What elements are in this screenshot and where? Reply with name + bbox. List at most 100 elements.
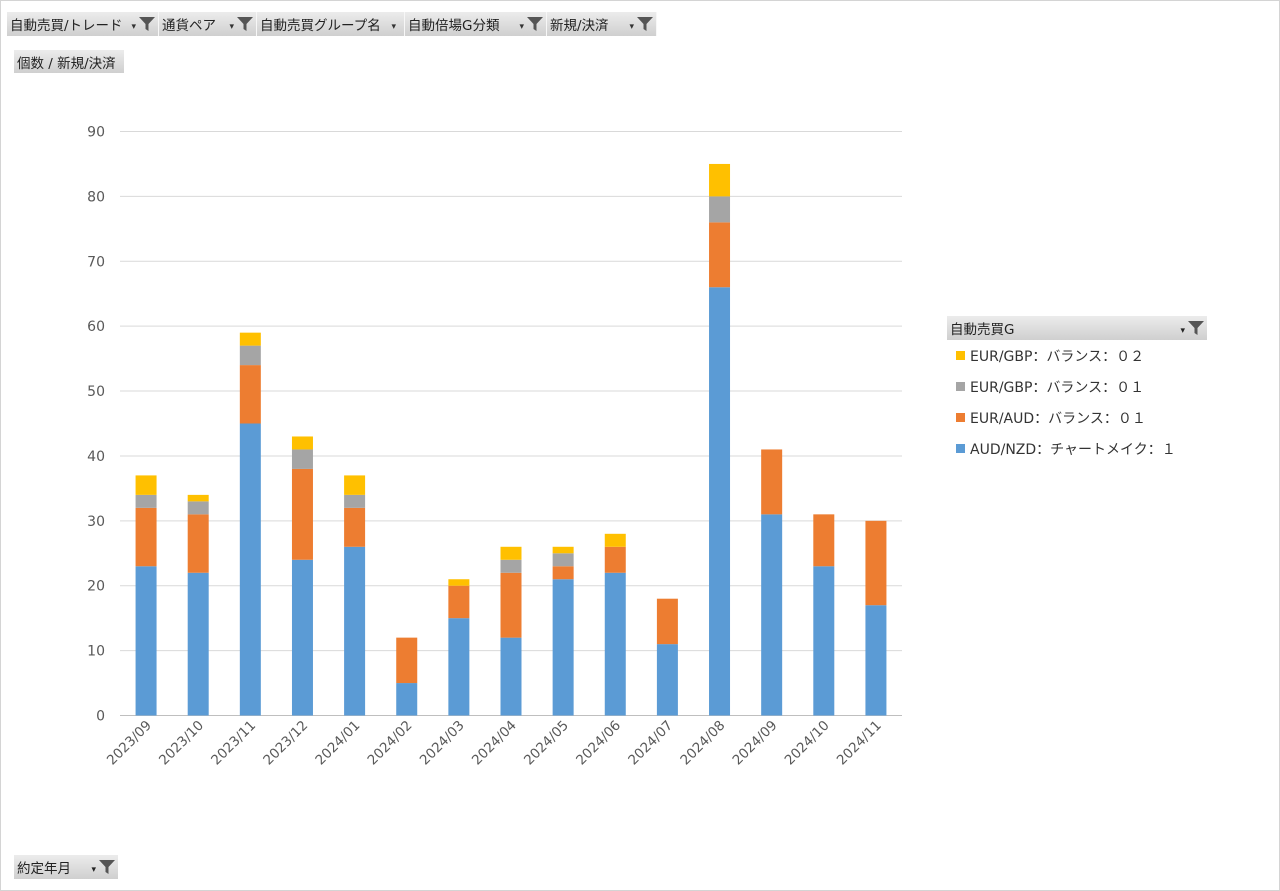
bar-segment [500, 546, 522, 560]
x-tick-label: 2024/08 [677, 718, 728, 769]
bar-segment [813, 514, 835, 567]
bar-segment [187, 501, 209, 515]
filter-label: 自動売買グループ名 [260, 18, 381, 34]
x-tick-label: 2024/09 [730, 718, 781, 769]
x-tick-label: 2024/05 [521, 718, 572, 769]
filter-button-group-name[interactable]: 自動売買グループ名 ▾ [257, 12, 405, 36]
bar-segment [604, 546, 626, 573]
dropdown-arrow-icon: ▾ [391, 22, 396, 32]
x-tick-label: 2023/12 [260, 718, 311, 769]
filter-button-currency-pair[interactable]: 通貨ペア ▾ [159, 12, 257, 36]
funnel-icon [637, 17, 653, 31]
bar-segment [291, 449, 313, 469]
bar-segment [396, 683, 418, 716]
funnel-icon [99, 860, 115, 874]
funnel-icon [1188, 321, 1204, 335]
legend-items: EUR/GBP：バランス：０２ EUR/GBP：バランス：０１ EUR/AUD：バラ… [947, 340, 1207, 464]
bar-segment [135, 566, 157, 716]
bar-segment [865, 520, 887, 606]
filter-label: 通貨ペア [162, 18, 216, 34]
dropdown-arrow-icon: ▾ [91, 865, 96, 875]
bar-segment [239, 345, 261, 366]
bar-segment [291, 559, 313, 716]
legend-label: EUR/GBP：バランス：０１ [970, 379, 1145, 396]
y-tick-label: 70 [87, 254, 105, 270]
bar-segment [865, 605, 887, 716]
bar-segment [761, 449, 783, 515]
filter-label: 自動売買/トレード [10, 18, 123, 34]
bar-segment [187, 572, 209, 716]
legend-label: EUR/AUD：バランス：０１ [970, 410, 1146, 427]
legend-swatch [956, 444, 965, 453]
axis-field-button[interactable]: 約定年月 ▾ [14, 855, 118, 879]
bar-segment [709, 287, 731, 716]
legend-swatch [956, 413, 965, 422]
bar-segment [239, 423, 261, 716]
y-tick-label: 80 [87, 189, 105, 205]
bar-segment [187, 494, 209, 502]
bar-segment [552, 566, 574, 580]
dropdown-arrow-icon: ▾ [629, 22, 634, 32]
funnel-icon [527, 17, 543, 31]
x-tick-label: 2024/04 [469, 718, 520, 769]
bar-segment [291, 468, 313, 560]
y-tick-label: 10 [87, 644, 105, 660]
bar-segment [500, 637, 522, 716]
y-tick-label: 40 [87, 449, 105, 465]
x-tick-label: 2024/02 [365, 718, 416, 769]
axis-field-label: 約定年月 [17, 861, 71, 877]
legend-item: EUR/GBP：バランス：０２ [956, 340, 1207, 371]
y-tick-label: 0 [96, 709, 105, 725]
bar-segment [396, 637, 418, 684]
bar-segment [656, 598, 678, 645]
filter-button-group-class[interactable]: 自動倍場G分類 ▾ [405, 12, 547, 36]
bar-segment [344, 475, 366, 495]
bar-segment [448, 618, 470, 716]
bar-segment [813, 566, 835, 716]
bar-segment [344, 546, 366, 716]
x-tick-label: 2024/11 [834, 718, 885, 769]
dropdown-arrow-icon: ▾ [1180, 326, 1185, 336]
x-tick-label: 2024/10 [782, 718, 833, 769]
legend-item: EUR/GBP：バランス：０１ [956, 371, 1207, 402]
x-tick-label: 2023/09 [104, 718, 155, 769]
bar-segment [552, 553, 574, 567]
bar-segment [344, 507, 366, 547]
x-tick-label: 2023/10 [156, 718, 207, 769]
x-tick-label: 2024/01 [312, 718, 363, 769]
bar-segment [500, 559, 522, 573]
filter-bar: 自動売買/トレード ▾ 通貨ペア ▾ 自動売買グループ名 ▾ 自動倍場G分類 ▾… [7, 12, 657, 36]
value-field-button[interactable]: 個数 / 新規/決済 [14, 50, 124, 73]
filter-button-new-close[interactable]: 新規/決済 ▾ [547, 12, 657, 36]
filter-button-auto-trade[interactable]: 自動売買/トレード ▾ [7, 12, 159, 36]
legend-label: EUR/GBP：バランス：０２ [970, 348, 1145, 365]
legend-item: EUR/AUD：バランス：０１ [956, 402, 1207, 433]
legend-field-button[interactable]: 自動売買G ▾ [947, 316, 1207, 340]
y-tick-label: 60 [87, 319, 105, 335]
bar-segment [604, 533, 626, 547]
funnel-icon [237, 17, 253, 31]
bar-segment [291, 436, 313, 450]
legend-title: 自動売買G [950, 322, 1015, 338]
dropdown-arrow-icon: ▾ [131, 22, 136, 32]
x-tick-label: 2024/06 [573, 718, 624, 769]
legend: 自動売買G ▾ EUR/GBP：バランス：０２ EUR/GBP：バランス：０１ EU… [947, 316, 1207, 464]
bar-segment [239, 365, 261, 424]
y-tick-label: 20 [87, 579, 105, 595]
x-tick-label: 2024/03 [417, 718, 468, 769]
bar-segment [604, 572, 626, 716]
x-tick-label: 2024/07 [625, 718, 676, 769]
bar-segment [135, 494, 157, 508]
dropdown-arrow-icon: ▾ [229, 22, 234, 32]
bar-segment [656, 644, 678, 716]
bar-segment [344, 494, 366, 508]
bar-segment [448, 585, 470, 619]
y-tick-label: 90 [87, 125, 105, 141]
bar-segment [552, 579, 574, 716]
bar-segment [709, 222, 731, 288]
bar-segment [135, 507, 157, 567]
x-tick-label: 2023/11 [208, 718, 259, 769]
bar-segment [761, 514, 783, 716]
bar-segment [239, 332, 261, 346]
